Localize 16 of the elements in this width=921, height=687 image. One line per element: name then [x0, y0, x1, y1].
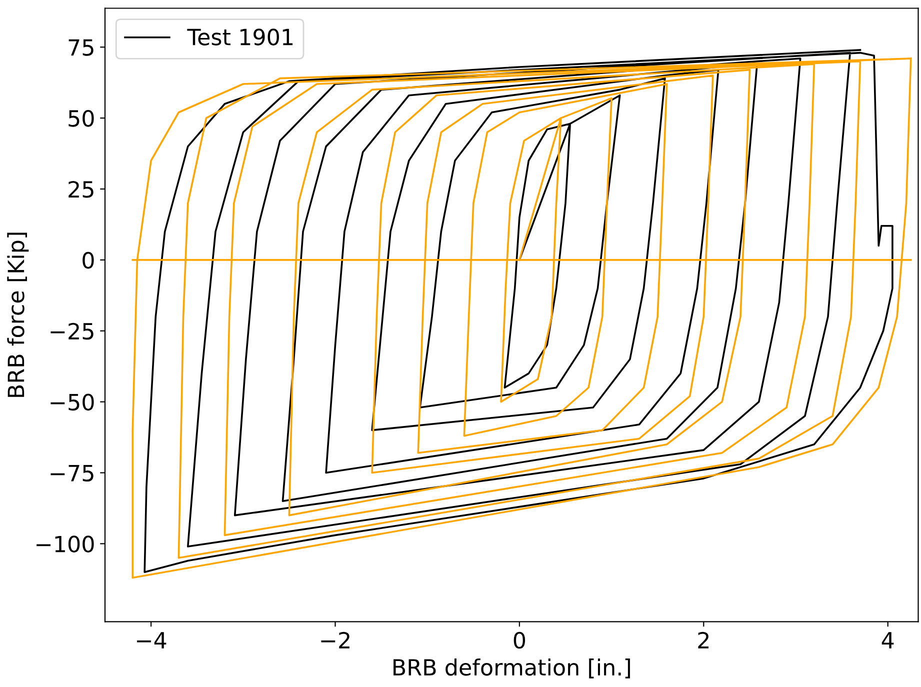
x-axis-title: BRB deformation [in.]: [394, 658, 630, 678]
x-tick-label: 4: [882, 632, 894, 648]
x-tick-label: 2: [698, 632, 708, 648]
y-tick-label: −75: [50, 465, 94, 482]
legend-label: Test 1901: [187, 28, 293, 46]
y-axis-title: BRB force [Kip]: [7, 232, 29, 397]
y-tick-label: 75: [68, 39, 94, 56]
y-tick-label: −100: [36, 536, 94, 552]
y-tick-label: 50: [68, 110, 94, 127]
y-tick-label: −25: [50, 322, 94, 340]
x-tick-label: 0: [514, 632, 526, 649]
y-tick-label: 0: [82, 252, 94, 269]
x-tick-label: −4: [137, 632, 166, 648]
y-tick-label: −50: [50, 394, 94, 411]
y-tick-label: 25: [68, 180, 94, 198]
x-tick-label: −2: [321, 632, 350, 648]
